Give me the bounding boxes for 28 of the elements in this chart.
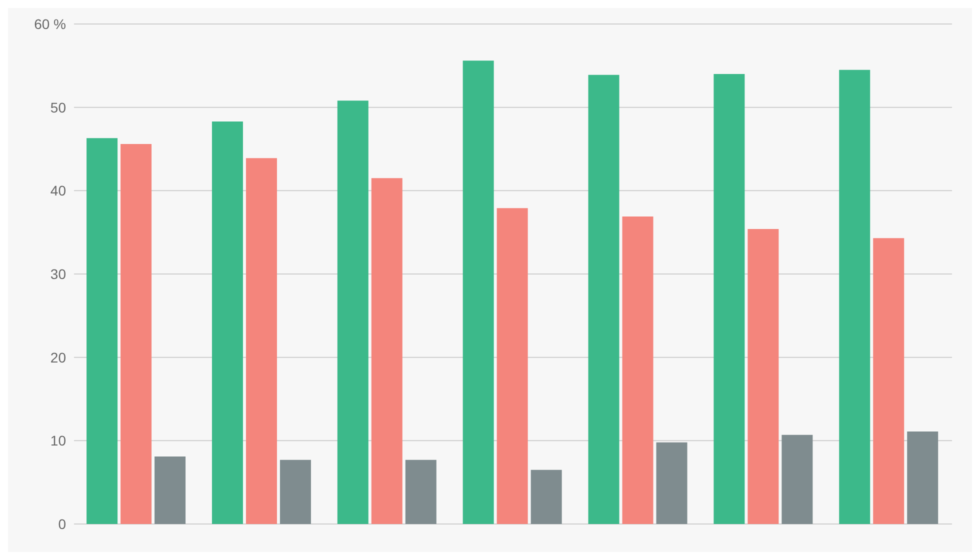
y-tick-label: 10 — [50, 432, 66, 449]
bar — [405, 460, 436, 524]
bar — [280, 460, 311, 524]
bar — [371, 178, 402, 524]
y-tick-label: 30 — [50, 266, 66, 282]
bar — [212, 122, 243, 524]
bar — [588, 74, 620, 524]
y-tick-label: 60 % — [34, 16, 66, 32]
bar — [714, 74, 745, 524]
y-tick-label: 50 — [50, 99, 66, 116]
bar — [656, 442, 688, 524]
bar — [907, 432, 938, 524]
bar — [782, 434, 813, 524]
bar — [839, 70, 870, 524]
bar — [120, 144, 152, 524]
y-tick-label: 0 — [58, 516, 66, 532]
bar — [462, 60, 494, 524]
bar — [622, 216, 654, 524]
bar — [748, 229, 779, 524]
bar — [496, 208, 528, 524]
y-tick-label: 20 — [50, 349, 66, 366]
bar — [530, 470, 562, 524]
bar — [154, 456, 186, 524]
y-tick-label: 40 — [50, 182, 66, 199]
bar — [86, 138, 118, 524]
bar — [873, 238, 904, 524]
bar — [337, 100, 368, 524]
bar — [246, 158, 277, 524]
